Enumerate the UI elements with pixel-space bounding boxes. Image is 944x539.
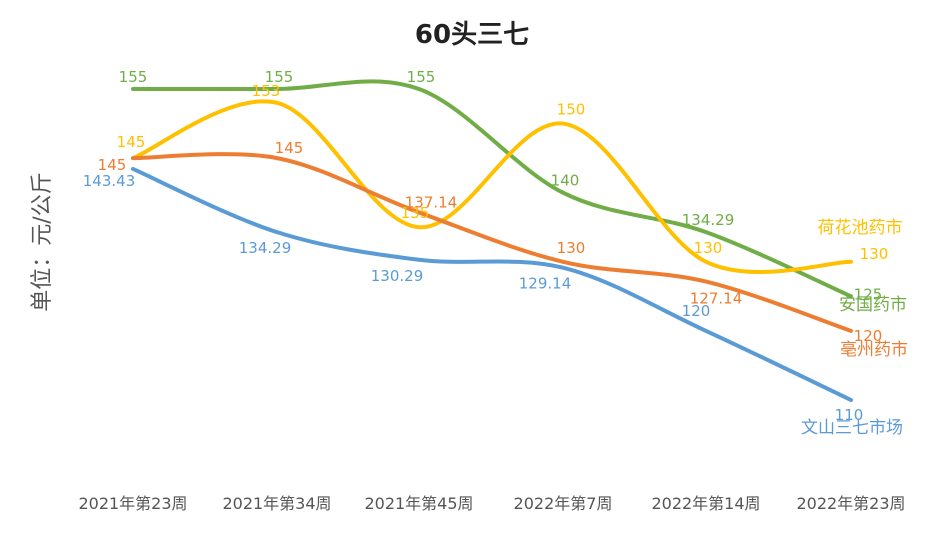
x-tick-label: 2021年第45周: [364, 494, 473, 513]
data-label: 140: [551, 172, 580, 190]
series-name-label: 荷花池药市: [818, 218, 903, 238]
data-label: 135: [401, 204, 430, 222]
data-label: 134.29: [682, 211, 735, 229]
data-label: 153: [252, 82, 281, 100]
data-label: 155: [119, 68, 148, 86]
data-label: 145: [275, 139, 304, 157]
series-line-0: [131, 79, 853, 299]
data-label: 145: [98, 156, 127, 174]
data-label: 137.14: [405, 193, 458, 211]
data-label: 125: [854, 285, 883, 303]
data-label: 130: [557, 239, 586, 257]
data-label: 127.14: [690, 290, 743, 308]
x-tick-label: 2022年第23周: [796, 494, 905, 513]
data-label: 130: [694, 239, 723, 257]
series-name-label: 亳州药市: [840, 340, 908, 360]
x-tick-label: 2022年第7周: [514, 494, 613, 513]
data-label: 110: [835, 406, 864, 424]
data-label: 143.43: [83, 172, 136, 190]
x-tick-label: 2022年第14周: [651, 494, 760, 513]
data-label: 130: [860, 245, 889, 263]
series-name-label: 文山三七市场: [801, 418, 903, 438]
data-label: 130.29: [371, 267, 424, 285]
data-label: 155: [265, 68, 294, 86]
data-label: 150: [557, 101, 586, 119]
series-line-2: [131, 152, 853, 333]
series-line-3: [131, 166, 853, 402]
data-label: 145: [117, 133, 146, 151]
data-label: 120: [682, 302, 711, 320]
series-name-label: 安国药市: [839, 295, 907, 315]
x-tick-label: 2021年第23周: [78, 494, 187, 513]
chart-title: 60头三七: [414, 20, 530, 50]
data-label: 129.14: [519, 275, 572, 293]
series-line-1: [131, 99, 853, 274]
x-tick-label: 2021年第34周: [222, 494, 331, 513]
data-label: 134.29: [239, 239, 292, 257]
data-label: 120: [854, 327, 883, 345]
data-label: 155: [407, 68, 436, 86]
